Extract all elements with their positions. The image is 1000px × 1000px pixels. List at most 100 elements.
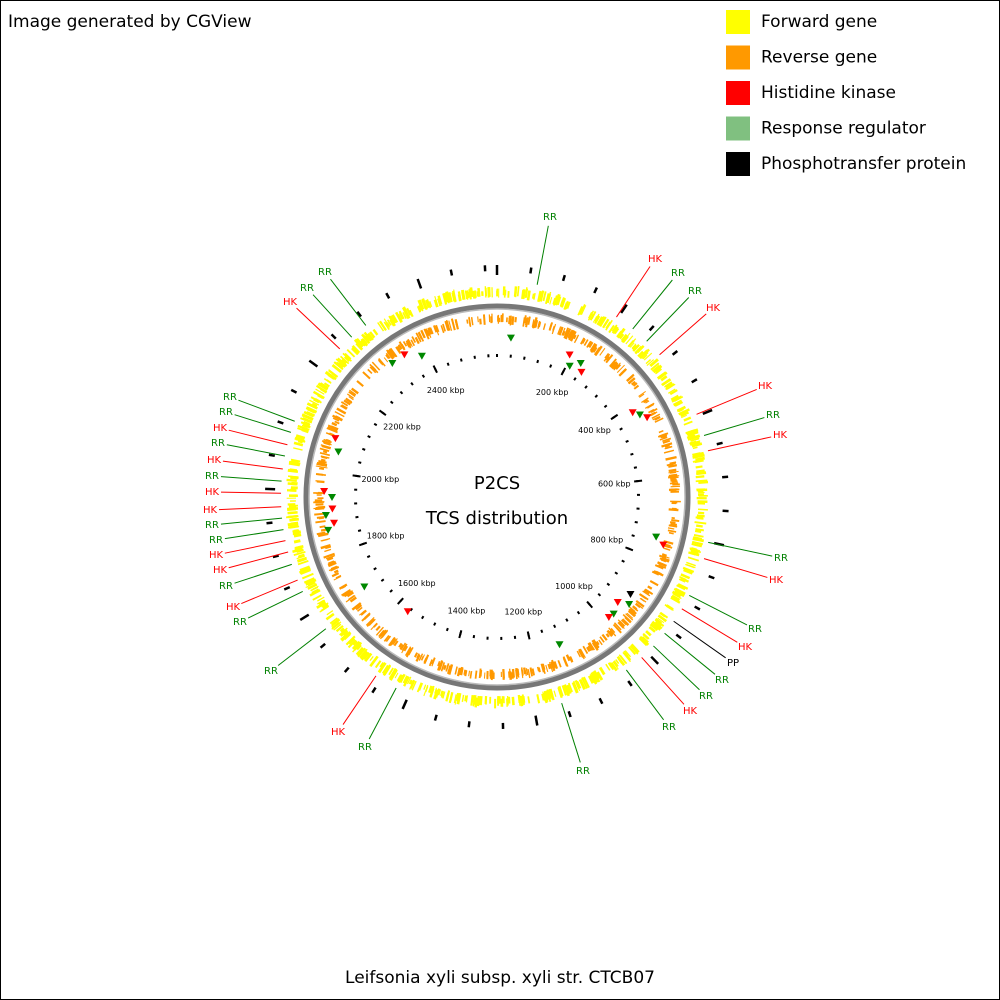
reverse-gene <box>322 450 328 454</box>
forward-gene <box>691 540 703 546</box>
legend-swatch <box>726 10 750 34</box>
reverse-gene <box>389 351 396 358</box>
reverse-gene <box>563 329 570 339</box>
reverse-gene <box>335 574 342 579</box>
reverse-gene <box>586 341 592 348</box>
reverse-gene <box>514 317 517 323</box>
reverse-gene <box>662 555 670 559</box>
forward-gene <box>690 441 701 446</box>
reverse-gene <box>355 604 363 611</box>
forward-gene <box>659 612 666 618</box>
reverse-gene <box>658 554 667 559</box>
forward-gene <box>325 612 335 621</box>
reverse-gene <box>649 580 659 587</box>
reverse-gene <box>396 345 401 351</box>
reverse-gene <box>466 319 469 324</box>
reverse-gene <box>661 556 670 562</box>
legend-swatch <box>726 152 750 176</box>
reverse-gene <box>320 528 327 532</box>
forward-gene <box>649 622 659 632</box>
feature-label: HK <box>769 575 784 586</box>
reverse-gene <box>561 327 566 336</box>
forward-gene <box>403 676 410 687</box>
reverse-gene <box>550 662 556 670</box>
forward-gene <box>478 696 483 706</box>
reverse-gene <box>508 671 512 680</box>
forward-gene <box>311 402 318 408</box>
reverse-gene <box>537 321 542 328</box>
forward-gene <box>553 295 558 306</box>
forward-gene <box>674 590 682 596</box>
forward-gene <box>296 548 304 553</box>
forward-gene <box>685 563 695 569</box>
reverse-gene <box>594 347 602 357</box>
forward-gene <box>357 647 367 658</box>
reverse-gene <box>474 670 478 679</box>
reverse-gene <box>660 434 668 439</box>
forward-gene <box>425 686 429 693</box>
reverse-gene <box>469 670 473 679</box>
forward-gene <box>695 528 705 532</box>
reverse-gene <box>320 544 331 550</box>
reverse-gene <box>316 481 325 484</box>
reverse-gene <box>343 399 351 406</box>
forward-gene <box>443 292 448 302</box>
reverse-gene <box>423 654 430 665</box>
reverse-gene <box>468 316 472 327</box>
forward-gene <box>639 635 650 646</box>
forward-gene <box>652 364 663 374</box>
forward-gene <box>477 288 481 297</box>
forward-gene <box>697 508 708 511</box>
reverse-gene <box>599 636 605 643</box>
reverse-gene <box>317 532 329 538</box>
forward-gene <box>698 480 709 484</box>
reverse-gene <box>393 638 398 645</box>
reverse-gene <box>658 430 664 434</box>
reverse-gene <box>537 667 541 673</box>
forward-gene <box>624 650 632 658</box>
reverse-gene <box>401 643 408 652</box>
feature-label: RR <box>205 471 219 482</box>
forward-gene <box>335 625 344 633</box>
outer-tick <box>433 714 438 721</box>
reverse-gene <box>641 397 649 403</box>
feature-leader <box>234 563 292 584</box>
reverse-gene <box>549 663 553 669</box>
forward-gene <box>610 662 618 672</box>
forward-gene <box>293 441 304 447</box>
outer-tick <box>467 721 471 728</box>
feature-leader <box>238 399 295 422</box>
reverse-gene <box>610 627 616 634</box>
forward-gene <box>417 305 422 312</box>
reverse-gene <box>316 463 328 467</box>
forward-gene <box>676 405 686 412</box>
forward-gene <box>448 692 454 704</box>
reverse-gene <box>410 339 416 347</box>
reverse-gene <box>558 328 564 336</box>
forward-gene <box>360 651 369 661</box>
feature-leader <box>218 506 282 511</box>
forward-gene <box>437 298 441 307</box>
inner-tick <box>619 427 623 431</box>
reverse-gene <box>609 358 617 368</box>
reverse-gene <box>529 668 534 677</box>
forward-gene <box>536 694 540 704</box>
feature-label: HK <box>213 565 228 576</box>
feature-leader <box>312 294 353 338</box>
center-subtitle: TCS distribution <box>425 508 568 529</box>
legend-swatch <box>726 116 750 141</box>
reverse-gene <box>598 639 603 646</box>
forward-gene <box>315 384 328 393</box>
reverse-gene <box>628 610 636 617</box>
reverse-gene <box>448 320 453 331</box>
forward-gene <box>560 298 566 308</box>
reverse-gene <box>388 637 395 646</box>
feature-leader <box>342 675 377 725</box>
reverse-gene <box>398 642 403 648</box>
forward-gene <box>649 358 659 368</box>
feature-leader <box>234 414 292 433</box>
kbp-label: 800 kbp <box>591 536 624 545</box>
reverse-gene <box>454 319 459 330</box>
reverse-gene <box>588 341 594 348</box>
forward-gene <box>590 674 598 685</box>
